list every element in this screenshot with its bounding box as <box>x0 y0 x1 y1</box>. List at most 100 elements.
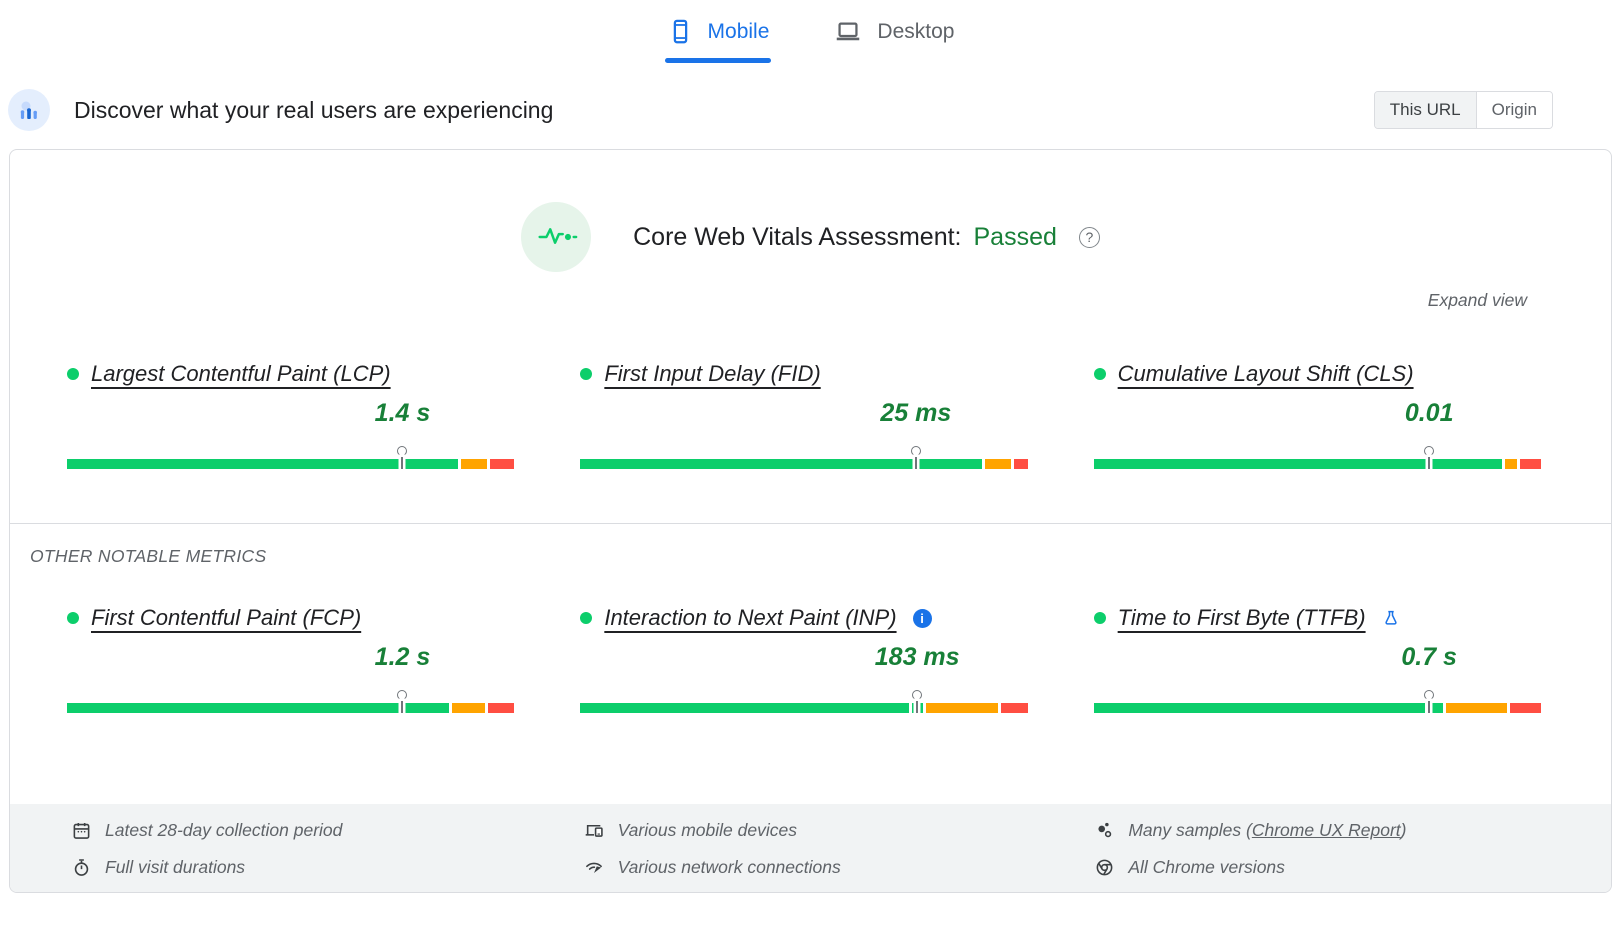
metric-link[interactable]: First Input Delay (FID) <box>604 361 821 386</box>
metric-link[interactable]: Time to First Byte (TTFB) <box>1117 605 1366 630</box>
metric-card-fcp: First Contentful Paint (FCP) i 1.2 s <box>67 605 515 717</box>
chrome-icon <box>1096 859 1113 876</box>
bar-segment-poor <box>1510 703 1542 713</box>
metric-card-lcp: Largest Contentful Paint (LCP) i 1.4 s <box>67 361 515 473</box>
bar-segment-poor <box>490 459 515 469</box>
metric-value: 1.4 s <box>374 399 431 427</box>
bar-segment-ni <box>984 459 1012 469</box>
metric-card-ttfb: Time to First Byte (TTFB) i 0.7 s <box>1093 605 1542 717</box>
footer-item-collection-period: Latest 28-day collection period <box>72 820 518 841</box>
bar-segment-ni <box>926 703 999 713</box>
footer-item-chrome-versions: All Chrome versions <box>1095 857 1541 878</box>
bar-segment-poor <box>487 703 515 713</box>
footer-text: Latest 28-day collection period <box>105 820 343 840</box>
metric-status-dot <box>67 612 79 624</box>
info-icon[interactable]: i <box>912 608 932 628</box>
metric-status-dot <box>580 612 593 624</box>
footer-item-visit-durations: Full visit durations <box>72 857 518 878</box>
mobile-icon <box>673 19 687 44</box>
pulse-icon <box>521 202 592 272</box>
footer-text: Various mobile devices <box>617 820 797 840</box>
metric-card-fid: First Input Delay (FID) i 25 ms <box>580 361 1028 473</box>
metric-value: 183 ms <box>874 643 960 671</box>
tab-mobile-label: Mobile <box>707 19 770 43</box>
footer-item-samples: Many samples (Chrome UX Report) <box>1095 820 1541 841</box>
scope-toggle: This URL Origin <box>1373 91 1553 129</box>
field-data-header: Discover what your real users are experi… <box>0 69 1621 149</box>
experiment-icon <box>1382 608 1400 628</box>
chrome-ux-report-link[interactable]: Chrome UX Report <box>1251 820 1401 840</box>
footer-text: All Chrome versions <box>1128 857 1285 877</box>
tab-desktop-label: Desktop <box>877 19 955 43</box>
desktop-icon <box>837 22 860 41</box>
calendar-icon <box>73 822 90 839</box>
bar-segment-ni <box>460 459 488 469</box>
collection-info-footer: Latest 28-day collection period Full vis… <box>10 804 1611 892</box>
help-icon[interactable]: ? <box>1078 226 1100 248</box>
p75-marker <box>396 690 408 714</box>
samples-icon <box>1098 822 1112 838</box>
bar-segment-good <box>1427 703 1443 713</box>
metric-distribution-bar <box>1093 703 1542 713</box>
metric-distribution-bar <box>580 703 1028 713</box>
bar-segment-good <box>580 459 982 469</box>
bar-segment-poor <box>1520 459 1541 469</box>
metric-link[interactable]: Cumulative Layout Shift (CLS) <box>1117 361 1414 386</box>
footer-text: Many samples (Chrome UX Report) <box>1128 820 1407 840</box>
this-url-button[interactable]: This URL <box>1374 92 1476 128</box>
p75-marker <box>910 446 922 470</box>
footer-text: Full visit durations <box>105 857 246 877</box>
devices-icon <box>585 824 603 837</box>
metric-value: 0.7 s <box>1401 643 1457 671</box>
metric-link[interactable]: Interaction to Next Paint (INP) <box>604 605 897 630</box>
metric-value: 25 ms <box>880 399 952 427</box>
cwv-assessment-label: Core Web Vitals Assessment: <box>633 222 962 251</box>
active-tab-indicator <box>664 58 772 63</box>
metric-value: 0.01 <box>1404 399 1454 427</box>
metric-status-dot <box>67 368 79 380</box>
metric-distribution-bar <box>67 703 515 713</box>
metric-link[interactable]: Largest Contentful Paint (LCP) <box>91 361 391 386</box>
section-divider <box>10 523 1611 524</box>
other-metrics-row: First Contentful Paint (FCP) i 1.2 s Int… <box>10 605 1611 717</box>
bar-segment-good <box>580 703 910 713</box>
metric-distribution-bar <box>67 459 515 469</box>
bar-segment-poor <box>1014 459 1028 469</box>
cwv-assessment-header: Core Web Vitals Assessment: Passed ? <box>10 202 1611 272</box>
metric-status-dot <box>580 368 593 380</box>
footer-text: Various network connections <box>617 857 841 877</box>
stopwatch-icon <box>74 859 89 876</box>
p75-marker <box>1423 446 1435 470</box>
network-icon <box>585 862 602 874</box>
footer-item-devices: Various mobile devices <box>584 820 1030 841</box>
other-metrics-heading: OTHER NOTABLE METRICS <box>30 546 267 566</box>
metric-distribution-bar <box>580 459 1028 469</box>
bar-segment-ni <box>1504 459 1518 469</box>
field-data-icon <box>8 89 50 131</box>
core-metrics-row: Largest Contentful Paint (LCP) i 1.4 s F… <box>10 361 1611 473</box>
tab-mobile[interactable]: Mobile <box>664 10 772 69</box>
tab-desktop[interactable]: Desktop <box>831 10 956 69</box>
expand-view-link[interactable]: Expand view <box>1427 290 1527 310</box>
page-title: Discover what your real users are experi… <box>74 96 554 123</box>
bar-segment-good <box>67 459 458 469</box>
metric-card-cls: Cumulative Layout Shift (CLS) i 0.01 <box>1093 361 1541 473</box>
origin-button[interactable]: Origin <box>1475 92 1552 128</box>
bar-segment-ni <box>1445 703 1508 713</box>
device-tabs: Mobile Desktop <box>0 0 1621 69</box>
metric-link[interactable]: First Contentful Paint (FCP) <box>91 605 362 630</box>
metric-status-dot <box>1093 368 1106 380</box>
p75-marker <box>396 446 408 470</box>
metric-value: 1.2 s <box>374 643 431 671</box>
bar-segment-good <box>67 703 449 713</box>
footer-item-network: Various network connections <box>584 857 1030 878</box>
cwv-assessment-title: Core Web Vitals Assessment: Passed ? <box>633 223 1100 252</box>
p75-marker <box>911 690 923 714</box>
p75-marker <box>1423 690 1435 714</box>
bar-segment-ni <box>451 703 485 713</box>
metric-status-dot <box>1093 612 1106 624</box>
bar-segment-good <box>1093 459 1502 469</box>
metric-card-inp: Interaction to Next Paint (INP) i 183 ms <box>580 605 1028 717</box>
metric-distribution-bar <box>1093 459 1541 469</box>
cwv-status-passed: Passed <box>973 222 1057 251</box>
